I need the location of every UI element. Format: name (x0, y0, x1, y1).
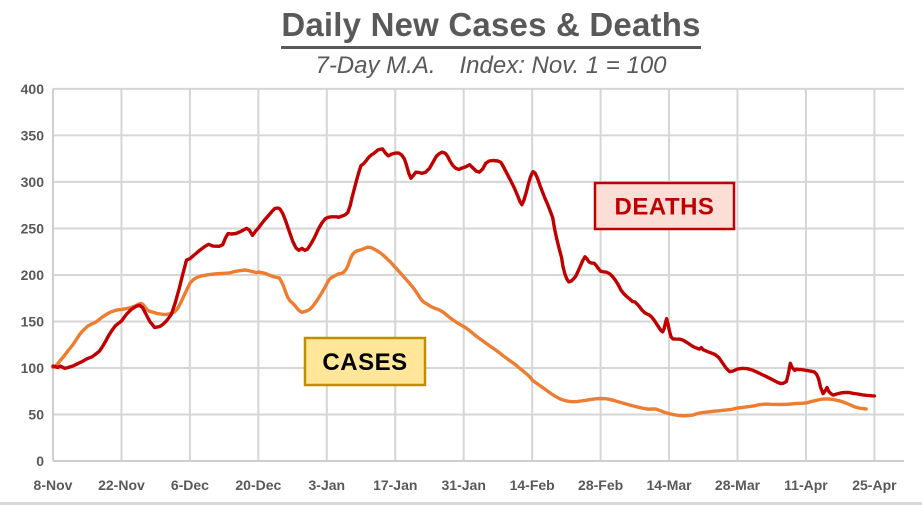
y-axis-tick-label: 50 (28, 406, 44, 422)
cases-label-text: CASES (322, 349, 407, 376)
chart-subtitle-right: Index: Nov. 1 = 100 (459, 52, 667, 79)
x-axis-tick-label: 11-Apr (784, 477, 828, 493)
y-axis-tick-label: 250 (21, 220, 45, 236)
x-axis-tick-label: 25-Apr (852, 477, 897, 493)
y-axis-tick-label: 150 (21, 313, 45, 329)
y-axis-tick-label: 100 (21, 360, 45, 376)
deaths-label-rect (593, 181, 736, 231)
x-axis-tick-label: 22-Nov (98, 477, 145, 493)
y-axis-tick-label: 300 (21, 174, 45, 190)
series-deaths-line (51, 147, 877, 398)
x-axis-tick-label: 31-Jan (442, 477, 486, 493)
y-axis-tick-label: 0 (36, 453, 44, 469)
y-axis-tick-label: 200 (21, 267, 45, 283)
x-axis-tick-label: 3-Jan (309, 477, 346, 493)
deaths-label-box: DEATHS (593, 181, 736, 231)
x-axis-tick-label: 20-Dec (235, 477, 281, 493)
y-axis-tick-label: 400 (21, 81, 45, 97)
x-axis-tick-label: 8-Nov (34, 477, 73, 493)
x-axis-tick-label: 14-Feb (510, 477, 555, 493)
cases-label-rect (303, 336, 427, 387)
y-axis-tick-label: 350 (21, 127, 45, 143)
x-axis-tick-label: 14-Mar (646, 477, 692, 493)
chart-subtitle: 7-Day M.A. Index: Nov. 1 = 100 (0, 52, 922, 80)
deaths-label-text: DEATHS (615, 194, 715, 221)
x-axis-tick-label: 6-Dec (171, 477, 209, 493)
x-axis-tick-label: 28-Mar (715, 477, 761, 493)
cases-label-box: CASES (303, 336, 427, 387)
chart-subtitle-left: 7-Day M.A. (315, 52, 436, 79)
x-axis-tick-label: 28-Feb (578, 477, 623, 493)
x-axis-tick-label: 17-Jan (373, 477, 417, 493)
chart-title-text: Daily New Cases & Deaths (281, 6, 701, 49)
chart-title: Daily New Cases & Deaths (0, 6, 922, 49)
series-cases-line (51, 245, 868, 418)
